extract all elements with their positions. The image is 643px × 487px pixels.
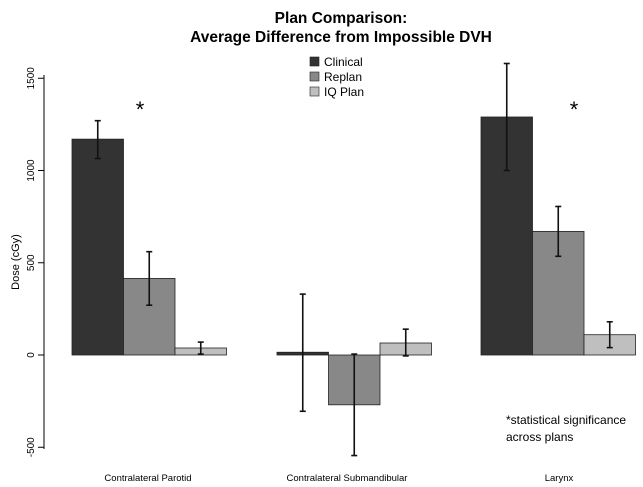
chart-title-line1: Plan Comparison: xyxy=(275,10,408,27)
y-tick-label: 500 xyxy=(26,254,37,271)
category-label-contralateral-submandibular: Contralateral Submandibular xyxy=(287,473,408,484)
annotation-line2: across plans xyxy=(506,430,573,444)
y-ticks: -500 0 500 1000 1500 xyxy=(26,67,44,457)
significance-markers: * * xyxy=(136,97,579,122)
y-tick-label: -500 xyxy=(26,437,37,457)
chart-title-line2: Average Difference from Impossible DVH xyxy=(190,29,492,46)
y-axis-label: Dose (cGy) xyxy=(10,234,22,290)
error-bars-group xyxy=(94,62,613,457)
legend-label-clinical: Clinical xyxy=(324,55,363,69)
category-label-larynx: Larynx xyxy=(545,473,574,484)
y-tick-label: 1000 xyxy=(26,159,37,182)
legend-swatch-iq-plan xyxy=(309,86,320,97)
y-tick-label: 0 xyxy=(26,352,37,358)
category-labels: Contralateral Parotid Contralateral Subma… xyxy=(104,473,573,484)
y-tick-label: 1500 xyxy=(26,67,37,90)
legend-label-replan: Replan xyxy=(324,70,362,84)
bars-group xyxy=(71,116,636,406)
legend-swatch-clinical xyxy=(309,56,320,67)
legend-label-iq-plan: IQ Plan xyxy=(324,85,364,99)
significance-star: * xyxy=(570,97,579,122)
category-label-contralateral-parotid: Contralateral Parotid xyxy=(104,473,191,484)
significance-star: * xyxy=(136,97,145,122)
bar-clinical-contralateral-parotid xyxy=(71,138,124,356)
legend-swatch-replan xyxy=(309,71,320,82)
annotation-line1: *statistical significance xyxy=(506,413,626,427)
